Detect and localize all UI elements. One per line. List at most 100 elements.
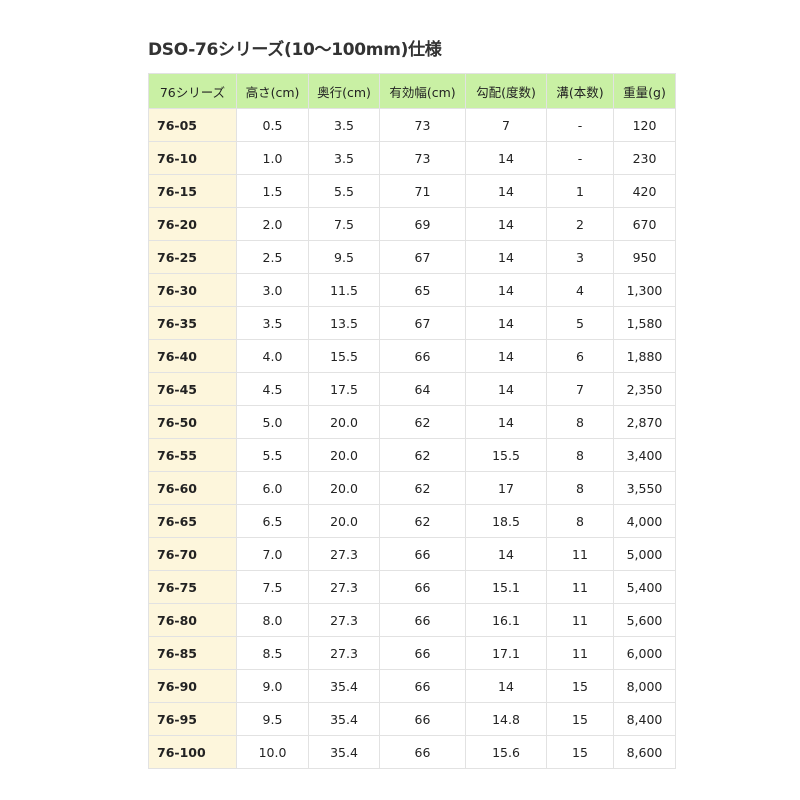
- cell-weight: 420: [613, 174, 676, 208]
- table-row: 76-85 8.5 27.3 66 17.1 11 6,000: [148, 636, 676, 670]
- cell-weight: 950: [613, 240, 676, 274]
- cell-height: 0.5: [236, 108, 309, 142]
- cell-weight: 3,400: [613, 438, 676, 472]
- cell-weight: 5,000: [613, 537, 676, 571]
- cell-slope: 14: [465, 240, 547, 274]
- table-row: 76-60 6.0 20.0 62 17 8 3,550: [148, 471, 676, 505]
- cell-depth: 3.5: [308, 141, 380, 175]
- cell-weight: 2,870: [613, 405, 676, 439]
- cell-effective-width: 66: [379, 603, 466, 637]
- cell-grooves: 7: [546, 372, 614, 406]
- cell-height: 6.0: [236, 471, 309, 505]
- cell-height: 5.5: [236, 438, 309, 472]
- cell-effective-width: 66: [379, 735, 466, 769]
- cell-effective-width: 65: [379, 273, 466, 307]
- cell-depth: 5.5: [308, 174, 380, 208]
- cell-effective-width: 64: [379, 372, 466, 406]
- cell-effective-width: 62: [379, 504, 466, 538]
- cell-series: 76-95: [148, 702, 237, 736]
- cell-series: 76-85: [148, 636, 237, 670]
- cell-effective-width: 62: [379, 471, 466, 505]
- table-row: 76-50 5.0 20.0 62 14 8 2,870: [148, 405, 676, 439]
- cell-series: 76-25: [148, 240, 237, 274]
- cell-depth: 27.3: [308, 636, 380, 670]
- cell-slope: 14.8: [465, 702, 547, 736]
- table-row: 76-95 9.5 35.4 66 14.8 15 8,400: [148, 702, 676, 736]
- cell-grooves: 4: [546, 273, 614, 307]
- cell-series: 76-35: [148, 306, 237, 340]
- cell-slope: 7: [465, 108, 547, 142]
- cell-depth: 9.5: [308, 240, 380, 274]
- cell-effective-width: 66: [379, 636, 466, 670]
- cell-slope: 16.1: [465, 603, 547, 637]
- cell-series: 76-50: [148, 405, 237, 439]
- cell-effective-width: 66: [379, 702, 466, 736]
- cell-height: 4.5: [236, 372, 309, 406]
- table-row: 76-75 7.5 27.3 66 15.1 11 5,400: [148, 570, 676, 604]
- cell-slope: 14: [465, 372, 547, 406]
- cell-height: 2.5: [236, 240, 309, 274]
- cell-slope: 15.1: [465, 570, 547, 604]
- table-row: 76-100 10.0 35.4 66 15.6 15 8,600: [148, 735, 676, 769]
- cell-grooves: 11: [546, 537, 614, 571]
- table-row: 76-05 0.5 3.5 73 7-120: [148, 108, 676, 142]
- cell-effective-width: 67: [379, 306, 466, 340]
- cell-series: 76-10: [148, 141, 237, 175]
- cell-depth: 17.5: [308, 372, 380, 406]
- cell-height: 10.0: [236, 735, 309, 769]
- cell-slope: 14: [465, 537, 547, 571]
- cell-effective-width: 66: [379, 669, 466, 703]
- cell-effective-width: 62: [379, 438, 466, 472]
- cell-slope: 15.5: [465, 438, 547, 472]
- column-header-depth: 奥行(cm): [308, 73, 380, 109]
- cell-height: 4.0: [236, 339, 309, 373]
- cell-height: 7.0: [236, 537, 309, 571]
- cell-weight: 8,400: [613, 702, 676, 736]
- cell-effective-width: 73: [379, 108, 466, 142]
- cell-depth: 7.5: [308, 207, 380, 241]
- cell-grooves: 5: [546, 306, 614, 340]
- cell-weight: 5,600: [613, 603, 676, 637]
- cell-weight: 8,000: [613, 669, 676, 703]
- cell-weight: 120: [613, 108, 676, 142]
- table-header-row: 76シリーズ 高さ(cm) 奥行(cm) 有効幅(cm) 勾配(度数) 溝(本数) 重量(g…: [148, 73, 676, 109]
- cell-effective-width: 62: [379, 405, 466, 439]
- cell-weight: 5,400: [613, 570, 676, 604]
- table-row: 76-90 9.0 35.4 66 14 15 8,000: [148, 669, 676, 703]
- column-header-height: 高さ(cm): [236, 73, 309, 109]
- cell-series: 76-20: [148, 207, 237, 241]
- cell-depth: 35.4: [308, 669, 380, 703]
- column-header-slope: 勾配(度数): [465, 73, 547, 109]
- cell-grooves: 8: [546, 405, 614, 439]
- table-row: 76-15 1.5 5.5 71 14 1 420: [148, 174, 676, 208]
- cell-depth: 15.5: [308, 339, 380, 373]
- cell-series: 76-80: [148, 603, 237, 637]
- cell-weight: 4,000: [613, 504, 676, 538]
- cell-slope: 17.1: [465, 636, 547, 670]
- cell-weight: 1,580: [613, 306, 676, 340]
- cell-series: 76-30: [148, 273, 237, 307]
- cell-weight: 670: [613, 207, 676, 241]
- cell-grooves: 11: [546, 636, 614, 670]
- cell-grooves: 8: [546, 471, 614, 505]
- cell-weight: 1,880: [613, 339, 676, 373]
- cell-series: 76-65: [148, 504, 237, 538]
- cell-depth: 20.0: [308, 504, 380, 538]
- cell-grooves: 1: [546, 174, 614, 208]
- cell-slope: 14: [465, 207, 547, 241]
- cell-height: 8.5: [236, 636, 309, 670]
- column-header-weight: 重量(g): [613, 73, 676, 109]
- cell-series: 76-40: [148, 339, 237, 373]
- cell-slope: 14: [465, 174, 547, 208]
- cell-height: 7.5: [236, 570, 309, 604]
- cell-series: 76-15: [148, 174, 237, 208]
- cell-height: 2.0: [236, 207, 309, 241]
- cell-depth: 35.4: [308, 735, 380, 769]
- cell-slope: 14: [465, 306, 547, 340]
- cell-height: 5.0: [236, 405, 309, 439]
- cell-weight: 2,350: [613, 372, 676, 406]
- column-header-effective-width: 有効幅(cm): [379, 73, 466, 109]
- column-header-series: 76シリーズ: [148, 73, 237, 109]
- cell-effective-width: 66: [379, 339, 466, 373]
- cell-grooves: 2: [546, 207, 614, 241]
